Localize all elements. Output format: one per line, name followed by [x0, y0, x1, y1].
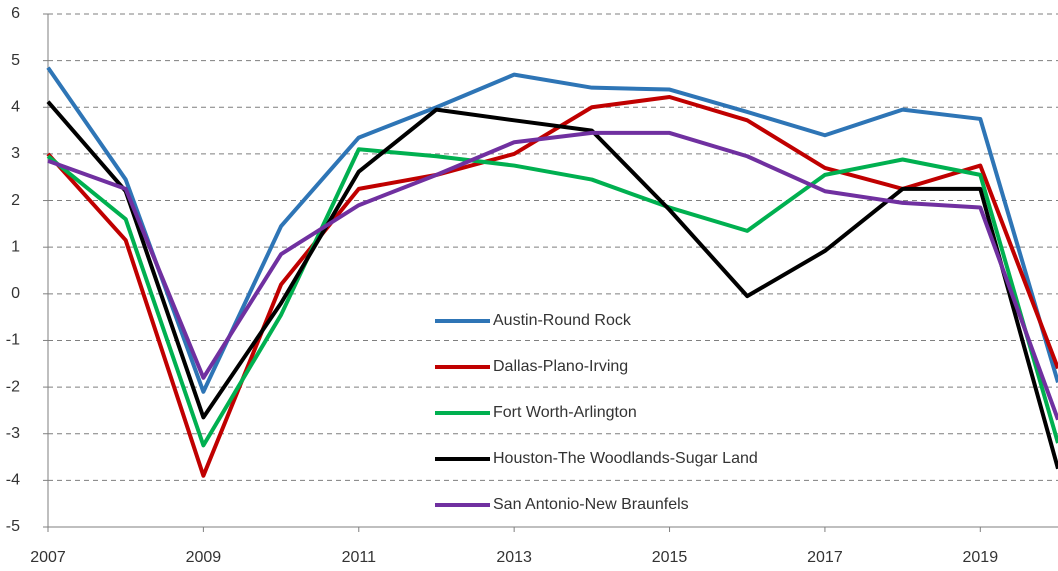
- series-line: [46, 66, 1058, 394]
- legend-label: San Antonio-New Braunfels: [493, 496, 689, 513]
- y-tick-label: -1: [6, 332, 20, 349]
- x-tick-label: 2013: [496, 549, 532, 566]
- y-tick-label: -4: [6, 472, 20, 489]
- y-tick-label: 3: [11, 145, 20, 162]
- x-tick-label: 2009: [186, 549, 222, 566]
- y-tick-label: 1: [11, 238, 20, 255]
- legend-label: Houston-The Woodlands-Sugar Land: [493, 450, 758, 467]
- y-tick-label: 4: [11, 98, 20, 115]
- legend-label: Austin-Round Rock: [493, 312, 632, 329]
- y-tick-label: -2: [6, 378, 20, 395]
- y-tick-label: -5: [6, 518, 20, 535]
- y-tick-label: 0: [11, 285, 20, 302]
- x-tick-label: 2019: [963, 549, 999, 566]
- series-line: [46, 95, 1058, 478]
- y-tick-label: 2: [11, 192, 20, 209]
- plot-lines: [46, 66, 1058, 478]
- series-line: [46, 147, 1058, 448]
- y-tick-label: 5: [11, 52, 20, 69]
- x-tick-label: 2007: [30, 549, 66, 566]
- y-tick-label: -3: [6, 425, 20, 442]
- x-tick-label: 2017: [807, 549, 843, 566]
- legend-label: Fort Worth-Arlington: [493, 404, 637, 421]
- y-tick-label: 6: [11, 5, 20, 22]
- x-tick-label: 2015: [652, 549, 688, 566]
- series-line: [47, 130, 1058, 421]
- legend-label: Dallas-Plano-Irving: [493, 358, 628, 375]
- x-tick-label: 2011: [342, 549, 377, 566]
